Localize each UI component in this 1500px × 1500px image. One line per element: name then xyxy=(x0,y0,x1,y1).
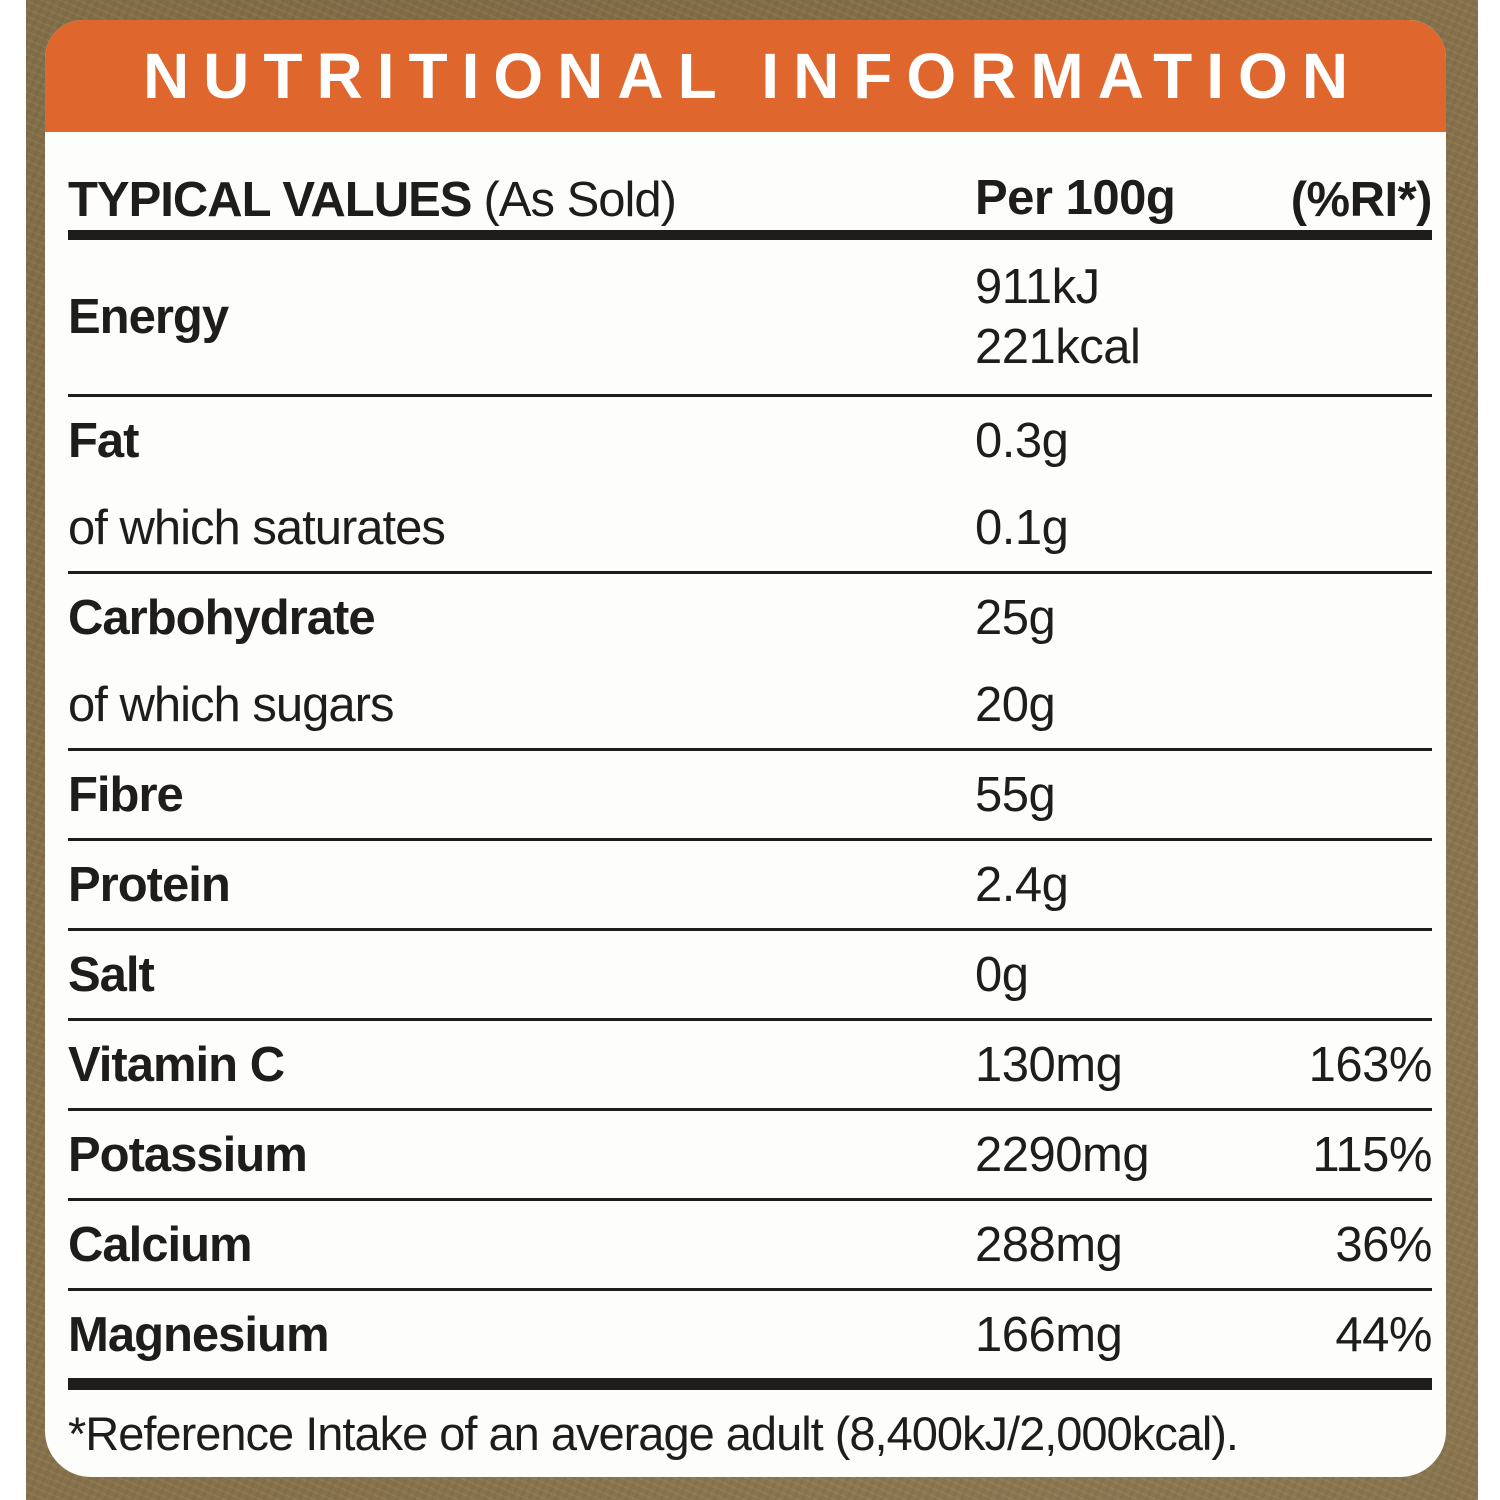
table-row: Carbohydrate 25g xyxy=(68,574,1432,661)
nutrient-value-line: 55g xyxy=(975,767,1056,822)
column-header-ri: (%RI*) xyxy=(1290,173,1433,227)
nutrient-value: 2.4g xyxy=(975,855,1242,915)
table-row: Calcium 288mg 36% xyxy=(68,1201,1433,1291)
nutrient-label: Carbohydrate xyxy=(68,590,376,645)
nutrient-label: of which sugars xyxy=(68,677,394,732)
table-row: Energy 911kJ 221kcal xyxy=(68,240,1432,397)
nutrient-label: Protein xyxy=(68,857,231,912)
nutrient-value-line: 2290mg xyxy=(975,1127,1150,1182)
table-row: Salt 0g xyxy=(68,931,1432,1021)
nutrient-value-line: 130mg xyxy=(975,1037,1123,1092)
header-banner: NUTRITIONAL INFORMATION xyxy=(45,20,1446,132)
nutrient-label: Energy xyxy=(68,290,229,344)
nutrient-label: Fibre xyxy=(68,767,184,822)
nutrient-ri-value: 163% xyxy=(1308,1037,1433,1092)
nutrient-label: of which saturates xyxy=(68,500,446,555)
nutrient-value: 0.3g xyxy=(975,411,1242,471)
nutrient-value-line: 288mg xyxy=(975,1217,1123,1272)
nutrient-value: 20g xyxy=(975,675,1242,735)
separator-thick xyxy=(68,1378,1432,1390)
table-row: Vitamin C 130mg 163% xyxy=(68,1021,1433,1111)
typical-values-label: TYPICAL VALUES xyxy=(68,173,472,227)
nutrient-label: Salt xyxy=(68,947,155,1002)
nutrient-value: 25g xyxy=(975,588,1242,648)
nutrient-value-line: 25g xyxy=(975,590,1056,645)
table-row: Protein 2.4g xyxy=(68,841,1432,931)
nutrient-value: 55g xyxy=(975,765,1242,825)
footnote-row: *Reference Intake of an average adult (8… xyxy=(68,1390,1432,1477)
table-row: Fat 0.3g xyxy=(68,397,1432,484)
as-sold-label: (As Sold) xyxy=(483,173,677,227)
table-row: of which saturates 0.1g xyxy=(68,484,1432,574)
nutrient-label: Calcium xyxy=(68,1217,253,1272)
nutrient-value-line: 166mg xyxy=(975,1307,1123,1362)
nutrient-value-line: 0g xyxy=(975,947,1029,1002)
nutrient-value-line: 2.4g xyxy=(975,857,1069,912)
table-rows: Energy 911kJ 221kcal Fat 0.3g of which sa… xyxy=(68,240,1433,1378)
nutrient-value-line: 0.3g xyxy=(975,413,1069,468)
table-row: Fibre 55g xyxy=(68,751,1432,841)
nutrient-value: 130mg xyxy=(975,1035,1242,1095)
nutrition-label: NUTRITIONAL INFORMATION TYPICAL VALUES (A… xyxy=(45,20,1446,1477)
nutrient-label: Fat xyxy=(68,413,140,468)
nutrient-value: 0.1g xyxy=(975,498,1242,558)
nutrient-ri-value: 115% xyxy=(1312,1127,1432,1182)
nutrient-value-line: 0.1g xyxy=(975,500,1069,555)
nutrient-ri-value: 44% xyxy=(1335,1307,1432,1362)
nutrient-label: Vitamin C xyxy=(68,1037,285,1092)
label-body: TYPICAL VALUES (As Sold) Per 100g (%RI*) … xyxy=(45,132,1446,1477)
nutrient-ri-value: 36% xyxy=(1335,1217,1432,1272)
table-header-row: TYPICAL VALUES (As Sold) Per 100g (%RI*) xyxy=(68,132,1433,240)
nutrient-value: 166mg xyxy=(975,1305,1242,1365)
nutrient-value: 911kJ 221kcal xyxy=(975,257,1242,377)
table-row: of which sugars 20g xyxy=(68,661,1432,751)
page-title: NUTRITIONAL INFORMATION xyxy=(142,40,1363,112)
nutrient-value-line: 221kcal xyxy=(975,320,1141,374)
nutrient-value: 2290mg xyxy=(975,1125,1242,1185)
nutrient-value-line: 20g xyxy=(975,677,1056,732)
nutrient-value: 288mg xyxy=(975,1215,1242,1275)
table-row: Potassium 2290mg 115% xyxy=(68,1111,1433,1201)
table-row: Magnesium 166mg 44% xyxy=(68,1291,1433,1378)
reference-intake-footnote: *Reference Intake of an average adult (8… xyxy=(68,1407,1239,1460)
column-header-per-100g: Per 100g xyxy=(975,171,1176,225)
column-header-typical-values: TYPICAL VALUES (As Sold) xyxy=(68,172,975,228)
nutrient-label: Potassium xyxy=(68,1127,308,1182)
nutrient-value: 0g xyxy=(975,945,1242,1005)
nutrient-label: Magnesium xyxy=(68,1307,330,1362)
nutrient-value-line: 911kJ xyxy=(975,260,1100,314)
